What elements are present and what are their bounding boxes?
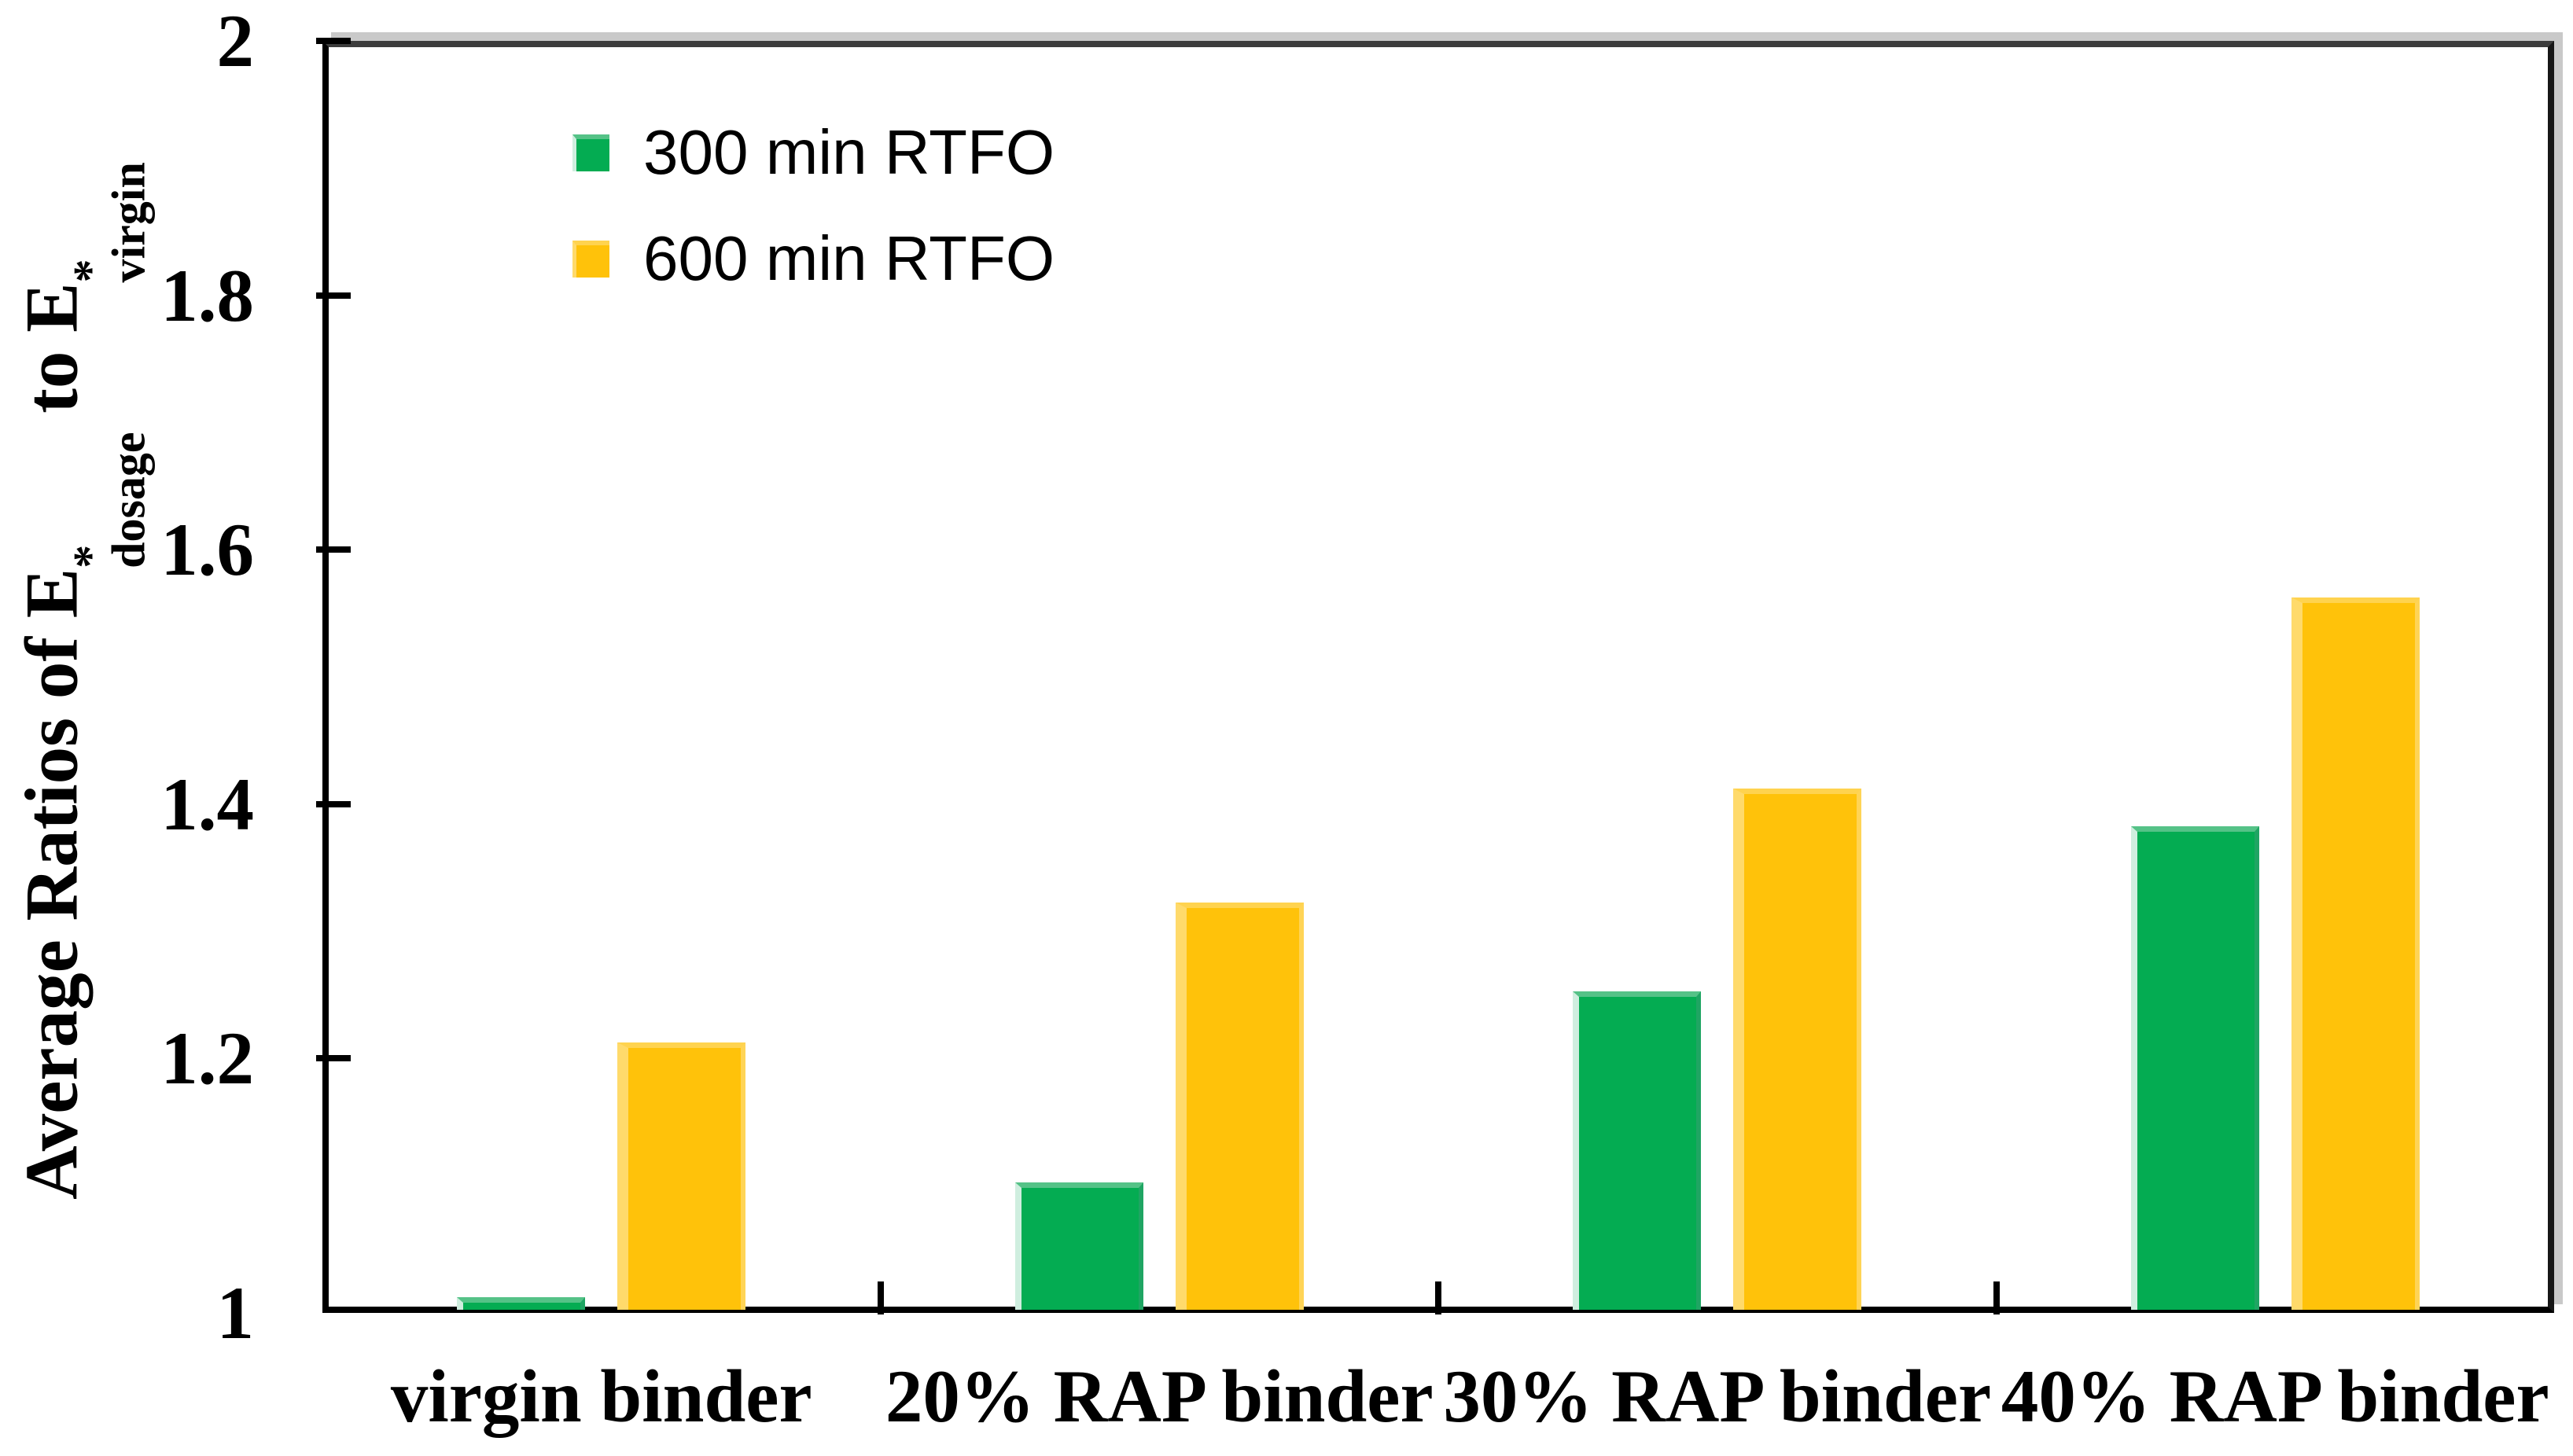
x-category-label: 30% RAP binder	[1443, 1355, 1992, 1438]
y-tick-label: 1.8	[160, 253, 254, 337]
y-tick-label: 2	[216, 0, 255, 83]
legend-label: 600 min RTFO	[643, 223, 1055, 293]
bar-series1-cat4	[2131, 826, 2259, 1310]
y-title-prefix: Average Ratios of	[9, 618, 94, 1200]
bar-series1-cat2	[1015, 1182, 1143, 1310]
legend-label: 300 min RTFO	[643, 117, 1055, 187]
bar-series1-cat1	[457, 1297, 585, 1310]
y-tick-mark	[316, 292, 351, 299]
y-title-mid: to	[9, 332, 94, 432]
bar-series2-cat3	[1733, 789, 1861, 1310]
bar-series2-cat4	[2291, 597, 2420, 1310]
y-tick-label: 1	[216, 1271, 255, 1355]
legend-item: 600 min RTFO	[572, 211, 1055, 306]
y-tick-label: 1.6	[160, 508, 254, 592]
y-tick-label: 1.4	[160, 762, 254, 846]
x-tick-mark	[877, 1281, 884, 1314]
x-category-label: 40% RAP binder	[2001, 1355, 2549, 1438]
bar-series2-cat1	[617, 1042, 745, 1310]
y-tick-mark	[316, 800, 351, 807]
y-tick-mark	[316, 38, 351, 44]
bar-series2-cat2	[1176, 903, 1304, 1310]
bar-series1-cat3	[1573, 991, 1701, 1310]
x-tick-mark	[1993, 1281, 2000, 1314]
x-tick-mark	[1435, 1281, 1441, 1314]
y-tick-mark	[316, 546, 351, 553]
x-category-label: virgin binder	[390, 1355, 812, 1438]
legend-swatch-icon	[572, 240, 609, 278]
y-tick-mark	[316, 1055, 351, 1062]
y-tick-label: 1.2	[160, 1017, 254, 1101]
x-category-label: 20% RAP binder	[885, 1355, 1434, 1438]
legend-swatch-icon	[572, 134, 609, 171]
legend-item: 300 min RTFO	[572, 105, 1055, 200]
